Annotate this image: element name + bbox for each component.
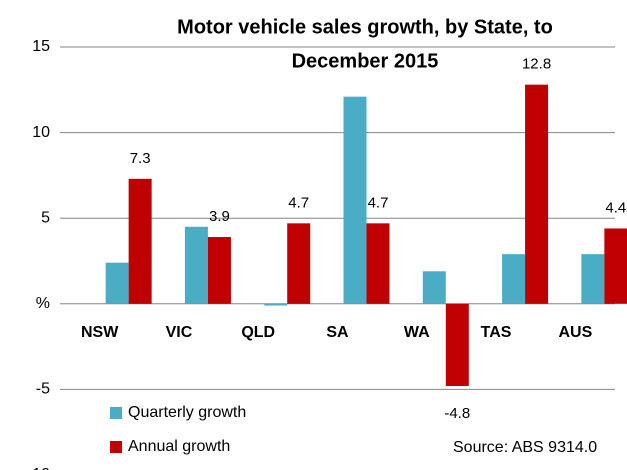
data-label: 7.3	[130, 150, 151, 167]
bar	[525, 84, 549, 304]
x-tick-label: QLD	[241, 324, 275, 341]
y-tick-label: 5	[41, 209, 50, 226]
data-label: 12.8	[522, 56, 551, 73]
y-tick-label: %	[36, 295, 50, 312]
legend-swatch	[110, 407, 122, 419]
y-tick-label: 10	[32, 124, 50, 141]
bar	[366, 223, 390, 304]
bar	[264, 303, 288, 306]
bar	[207, 237, 231, 304]
data-label: 4.4	[605, 199, 626, 216]
bar	[287, 223, 311, 304]
legend-label: Quarterly growth	[128, 404, 246, 421]
legend-swatch	[110, 441, 122, 453]
chart-title: December 2015	[292, 50, 439, 72]
x-tick-label: TAS	[481, 324, 512, 341]
data-label: 3.9	[209, 208, 230, 225]
data-label: -4.8	[444, 405, 470, 422]
bar	[502, 254, 526, 304]
legend-label: Annual growth	[128, 438, 230, 455]
bar	[128, 178, 152, 304]
bar	[445, 303, 469, 386]
data-label: 4.7	[368, 194, 389, 211]
bar	[422, 271, 446, 304]
x-tick-label: VIC	[166, 324, 193, 341]
x-tick-label: NSW	[81, 324, 119, 341]
x-tick-label: WA	[404, 324, 430, 341]
x-tick-label: SA	[326, 324, 349, 341]
chart-title: Motor vehicle sales growth, by State, to	[177, 16, 553, 38]
x-tick-label: AUS	[558, 324, 592, 341]
source-note: Source: ABS 9314.0	[453, 439, 597, 456]
data-label: 4.7	[288, 194, 309, 211]
y-tick-label: -5	[36, 381, 50, 398]
bar	[105, 262, 129, 304]
y-tick-label: -10	[27, 466, 50, 470]
bar	[343, 96, 367, 304]
bar	[581, 254, 605, 304]
bar	[604, 228, 627, 304]
bar	[184, 226, 208, 304]
y-tick-label: 15	[32, 38, 50, 55]
